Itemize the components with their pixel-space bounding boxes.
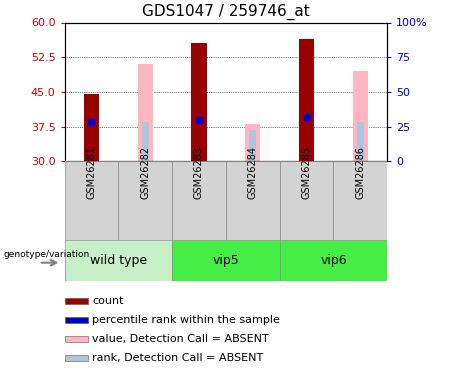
Text: count: count <box>92 296 124 306</box>
Text: vip5: vip5 <box>213 254 239 267</box>
Text: GSM26286: GSM26286 <box>355 146 366 199</box>
Bar <box>118 161 172 240</box>
Bar <box>65 356 88 361</box>
Bar <box>138 64 153 161</box>
Text: GSM26285: GSM26285 <box>301 146 312 199</box>
Text: value, Detection Call = ABSENT: value, Detection Call = ABSENT <box>92 334 269 344</box>
Bar <box>84 94 99 161</box>
Bar <box>172 161 226 240</box>
Text: GSM26282: GSM26282 <box>140 146 150 199</box>
Bar <box>65 240 172 281</box>
Text: vip6: vip6 <box>320 254 347 267</box>
Text: GSM26283: GSM26283 <box>194 146 204 199</box>
Bar <box>353 71 368 161</box>
Text: wild type: wild type <box>90 254 147 267</box>
Title: GDS1047 / 259746_at: GDS1047 / 259746_at <box>142 3 310 20</box>
Bar <box>280 240 387 281</box>
Bar <box>245 124 260 161</box>
Bar <box>226 161 280 240</box>
Text: genotype/variation: genotype/variation <box>3 251 89 260</box>
Text: percentile rank within the sample: percentile rank within the sample <box>92 315 280 325</box>
Bar <box>249 130 256 161</box>
Bar <box>172 240 280 281</box>
Bar <box>333 161 387 240</box>
Text: GSM26281: GSM26281 <box>86 146 96 199</box>
Bar <box>280 161 333 240</box>
Bar <box>65 317 88 323</box>
Bar <box>65 161 118 240</box>
Bar <box>142 122 148 161</box>
Bar <box>65 298 88 304</box>
Bar <box>65 336 88 342</box>
Bar <box>191 44 207 161</box>
Text: rank, Detection Call = ABSENT: rank, Detection Call = ABSENT <box>92 353 263 363</box>
Bar <box>299 39 314 161</box>
Text: GSM26284: GSM26284 <box>248 146 258 199</box>
Bar <box>357 122 364 161</box>
